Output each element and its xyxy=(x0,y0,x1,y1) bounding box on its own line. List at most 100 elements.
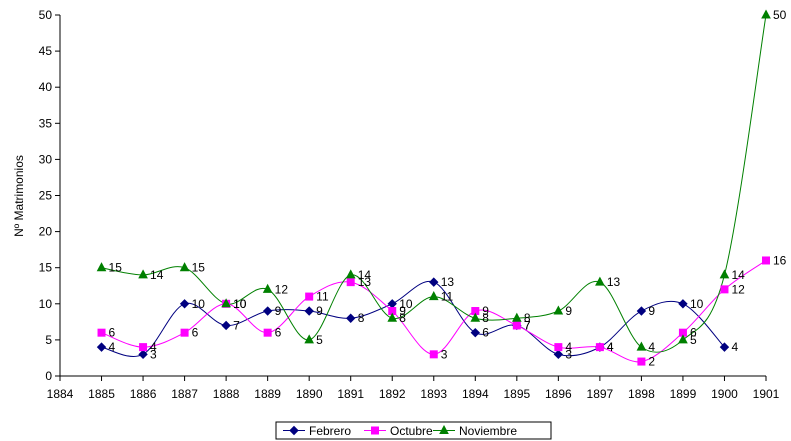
data-label-noviembre: 15 xyxy=(192,261,206,275)
data-label-febrero: 6 xyxy=(482,326,489,340)
point-noviembre xyxy=(761,9,771,19)
data-label-octubre: 6 xyxy=(690,326,697,340)
y-tick-label: 35 xyxy=(39,116,53,130)
point-noviembre xyxy=(304,334,315,344)
legend-box xyxy=(275,421,552,440)
x-tick-label: 1894 xyxy=(462,387,489,401)
point-febrero xyxy=(636,306,647,316)
data-label-octubre: 11 xyxy=(316,290,329,304)
data-label-octubre: 4 xyxy=(565,340,572,354)
x-tick-label: 1888 xyxy=(213,387,240,401)
data-label-octubre: 7 xyxy=(524,318,531,332)
point-noviembre xyxy=(387,312,398,322)
data-label-noviembre: 13 xyxy=(607,275,621,289)
data-label-noviembre: 50 xyxy=(773,8,787,22)
point-octubre xyxy=(595,343,604,352)
data-label-octubre: 2 xyxy=(648,355,655,369)
x-axis-ticks: 1884 1885 1886 1887 1888 1889 1890 1891 1892 1893… xyxy=(47,376,780,401)
data-label-octubre: 6 xyxy=(192,326,199,340)
point-noviembre xyxy=(636,341,647,351)
data-label-febrero: 4 xyxy=(731,340,738,354)
data-label-octubre: 12 xyxy=(731,282,745,296)
data-label-noviembre: 5 xyxy=(316,333,323,347)
point-febrero xyxy=(138,349,148,360)
data-label-febrero: 3 xyxy=(565,347,572,361)
point-febrero xyxy=(96,342,107,352)
data-label-octubre: 3 xyxy=(441,347,448,361)
data-label-febrero: 10 xyxy=(690,297,704,311)
data-label-febrero: 4 xyxy=(109,340,116,354)
point-noviembre xyxy=(262,283,273,293)
point-febrero xyxy=(221,320,231,331)
legend: Febrero Octubre Noviembre xyxy=(275,421,552,440)
data-label-febrero: 3 xyxy=(150,347,157,361)
point-noviembre xyxy=(511,312,522,322)
data-label-noviembre: 14 xyxy=(150,268,164,282)
y-axis-label: Nº Matrimonios xyxy=(12,155,26,237)
point-octubre xyxy=(139,343,148,352)
data-label-febrero: 9 xyxy=(648,304,655,318)
point-noviembre xyxy=(221,298,231,308)
data-label-febrero: 8 xyxy=(358,311,365,325)
point-febrero xyxy=(387,299,397,309)
x-tick-label: 1886 xyxy=(130,387,157,401)
data-label-noviembre: 4 xyxy=(648,340,655,354)
point-febrero xyxy=(553,349,564,360)
data-label-noviembre: 9 xyxy=(565,304,572,318)
y-tick-label: 15 xyxy=(39,261,53,275)
data-label-febrero: 13 xyxy=(441,275,455,289)
point-noviembre xyxy=(345,269,356,279)
point-octubre xyxy=(180,328,189,337)
x-tick-label: 1901 xyxy=(753,387,780,401)
x-tick-label: 1896 xyxy=(545,387,572,401)
point-noviembre xyxy=(138,269,148,279)
point-noviembre xyxy=(179,262,190,272)
point-octubre xyxy=(762,256,770,265)
series-markers xyxy=(96,9,771,366)
data-label-febrero: 9 xyxy=(275,304,282,318)
data-label-octubre: 6 xyxy=(109,326,116,340)
data-label-octubre: 9 xyxy=(399,304,406,318)
data-label-octubre: 4 xyxy=(607,340,614,354)
series-line-febrero xyxy=(101,280,725,357)
data-label-noviembre: 11 xyxy=(441,290,454,304)
data-label-octubre: 16 xyxy=(773,253,787,267)
point-noviembre xyxy=(719,269,730,279)
x-tick-label: 1898 xyxy=(628,387,655,401)
data-label-noviembre: 10 xyxy=(233,297,247,311)
y-tick-label: 20 xyxy=(39,225,53,239)
data-label-noviembre: 15 xyxy=(109,261,123,275)
series-line-octubre xyxy=(101,260,767,363)
x-tick-label: 1893 xyxy=(420,387,447,401)
x-tick-label: 1895 xyxy=(503,387,530,401)
data-label-octubre: 6 xyxy=(275,326,282,340)
legend-label-noviembre: Noviembre xyxy=(459,424,517,438)
x-tick-label: 1899 xyxy=(670,387,697,401)
legend-label-octubre: Octubre xyxy=(390,424,433,438)
data-label-noviembre: 14 xyxy=(731,268,745,282)
point-noviembre xyxy=(678,334,688,344)
legend-marker-febrero xyxy=(289,425,299,436)
point-octubre xyxy=(637,357,646,366)
data-label-febrero: 10 xyxy=(399,297,413,311)
point-octubre xyxy=(305,292,314,301)
x-tick-label: 1889 xyxy=(254,387,281,401)
chart-axes xyxy=(59,15,766,377)
point-febrero xyxy=(345,313,356,323)
x-tick-label: 1884 xyxy=(47,387,74,401)
point-octubre xyxy=(346,278,355,287)
data-label-octubre: 13 xyxy=(358,275,372,289)
point-febrero xyxy=(429,277,439,287)
data-label-febrero: 9 xyxy=(316,304,323,318)
data-label-noviembre: 14 xyxy=(358,268,372,282)
data-label-octubre: 9 xyxy=(482,304,489,318)
point-octubre xyxy=(429,350,438,359)
point-octubre xyxy=(97,328,106,337)
legend-marker-noviembre xyxy=(439,424,449,434)
point-octubre xyxy=(512,321,521,330)
data-label-noviembre: 8 xyxy=(524,311,531,325)
point-octubre xyxy=(720,285,729,294)
point-noviembre xyxy=(595,276,605,286)
x-tick-label: 1900 xyxy=(711,387,738,401)
point-febrero xyxy=(304,306,314,316)
